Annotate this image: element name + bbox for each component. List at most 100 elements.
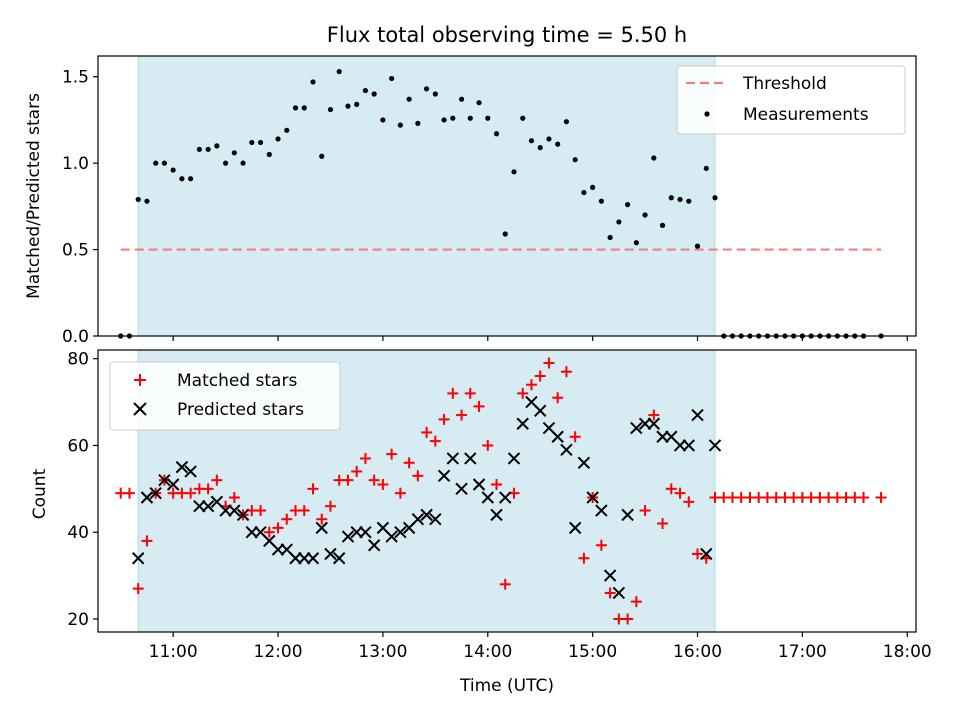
- predicted-star-point: [586, 491, 599, 504]
- measurement-point: [563, 119, 570, 125]
- predicted-star-point: [682, 439, 695, 452]
- predicted-star-point: [700, 547, 713, 561]
- predicted-star-point: [315, 521, 328, 535]
- top-y-tick-label: 1.0: [62, 154, 89, 174]
- measurement-point: [205, 146, 211, 152]
- matched-star-point: [622, 613, 634, 625]
- measurement-point: [354, 101, 360, 107]
- bottom-axes-frame: [97, 349, 917, 633]
- predicted-star-point: [437, 469, 451, 483]
- measurement-point: [310, 79, 316, 85]
- matched-star-point: [368, 474, 380, 486]
- predicted-star-point: [184, 465, 197, 478]
- measurement-point: [415, 120, 421, 127]
- matched-star-point: [228, 492, 240, 504]
- top-observing-window: [137, 55, 716, 337]
- matched-star-point: [552, 392, 564, 404]
- bottom-x-tick-label: 14:00: [463, 642, 512, 662]
- measurement-point: [633, 240, 639, 246]
- predicted-star-point: [621, 508, 634, 522]
- top-legend-box: [676, 65, 906, 135]
- measurement-point: [572, 157, 578, 163]
- measurement-point: [345, 103, 351, 109]
- measurement-point: [546, 136, 552, 142]
- chart-title: Flux total observing time = 5.50 h: [327, 23, 687, 47]
- legend-measurements-label: Measurements: [743, 105, 869, 125]
- predicted-star-point: [175, 460, 189, 474]
- measurement-point: [607, 234, 613, 241]
- predicted-star-point: [464, 452, 477, 465]
- measurement-point: [170, 167, 176, 173]
- measurement-point: [590, 184, 596, 190]
- matched-star-point: [543, 357, 555, 369]
- predicted-star-point: [691, 408, 704, 422]
- matched-star-point: [858, 492, 870, 504]
- matched-star-point: [123, 487, 135, 499]
- legend-matched-swatch: [134, 374, 146, 386]
- matched-star-point: [185, 487, 197, 499]
- measurement-point: [292, 105, 299, 111]
- measurement-point: [144, 198, 150, 204]
- bottom-legend: Matched stars Predicted stars: [109, 361, 341, 431]
- measurement-point: [432, 91, 438, 97]
- legend-matched-label: Matched stars: [177, 371, 297, 391]
- measurement-point: [441, 117, 447, 123]
- predicted-star-point: [455, 482, 468, 496]
- predicted-star-point: [411, 512, 425, 526]
- matched-star-point: [648, 409, 660, 421]
- matched-star-point: [255, 505, 267, 517]
- bottom-x-tick-label: 11:00: [149, 642, 198, 662]
- measurement-point: [668, 195, 674, 201]
- top-legend: Threshold Measurements: [676, 65, 906, 135]
- predicted-star-point: [236, 508, 250, 522]
- matched-star-point: [630, 596, 642, 608]
- predicted-star-point: [499, 491, 512, 504]
- matched-star-point: [525, 379, 537, 391]
- measurement-point: [694, 243, 701, 249]
- measurement-point: [153, 160, 159, 166]
- measurement-point: [249, 139, 255, 146]
- top-y-axis-label: Matched/Predicted stars: [24, 93, 44, 299]
- matched-star-point: [604, 587, 616, 599]
- matched-star-point: [517, 387, 529, 399]
- measurement-point: [135, 196, 141, 203]
- matched-star-point: [499, 578, 511, 590]
- predicted-star-point: [472, 478, 486, 491]
- matched-star-point: [473, 400, 485, 412]
- predicted-star-point: [612, 586, 626, 600]
- predicted-star-point: [332, 552, 346, 565]
- predicted-star-point: [324, 547, 337, 561]
- measurement-point: [537, 145, 543, 151]
- matched-star-point: [394, 487, 406, 499]
- bottom-x-tick-label: 17:00: [778, 642, 827, 662]
- measurement-point: [651, 155, 657, 161]
- predicted-star-point: [603, 569, 617, 582]
- predicted-star-point: [394, 526, 407, 539]
- matched-star-point: [281, 513, 293, 525]
- measurement-point: [642, 212, 648, 218]
- predicted-star-point: [306, 552, 320, 565]
- matched-star-point: [491, 478, 503, 490]
- bottom-x-tick-label: 15:00: [568, 642, 617, 662]
- bottom-x-tick-label: 12:00: [254, 642, 303, 662]
- matched-star-point: [307, 483, 319, 495]
- matched-star-point: [438, 413, 450, 425]
- matched-star-point: [211, 474, 223, 486]
- matched-star-point: [386, 448, 398, 460]
- predicted-star-point: [534, 404, 547, 417]
- measurement-point: [161, 160, 168, 166]
- predicted-star-point: [630, 421, 643, 435]
- top-y-tick-label: 1.5: [62, 68, 89, 88]
- bottom-y-tick-label: 60: [67, 436, 89, 456]
- measurement-point: [467, 115, 473, 121]
- measurement-point: [196, 146, 202, 152]
- predicted-star-point: [577, 456, 591, 470]
- predicted-star-point: [446, 452, 460, 465]
- matched-star-point: [412, 470, 424, 482]
- measurement-point: [493, 131, 500, 137]
- matched-star-point: [639, 505, 651, 517]
- measurement-point: [458, 96, 465, 102]
- predicted-star-point: [149, 486, 162, 500]
